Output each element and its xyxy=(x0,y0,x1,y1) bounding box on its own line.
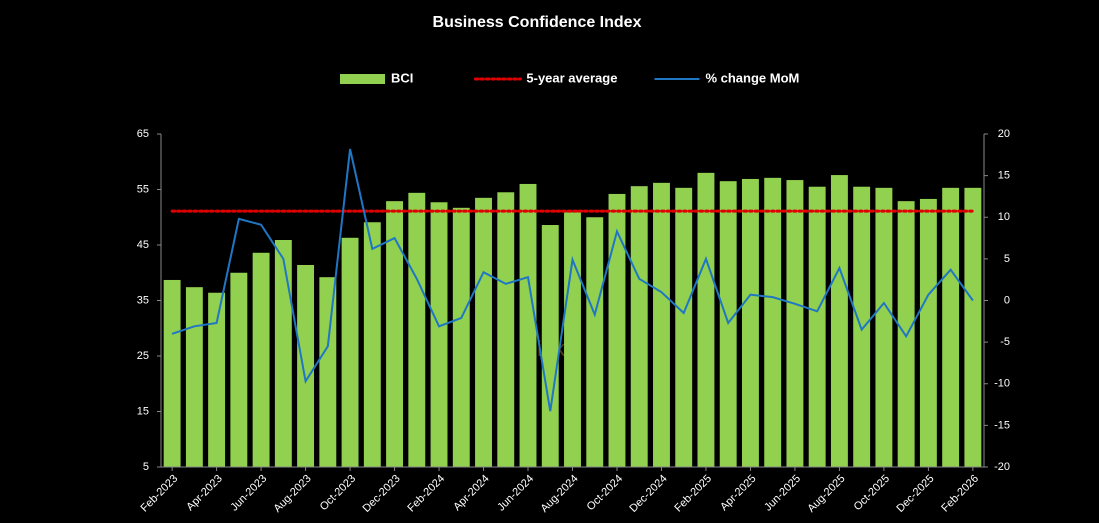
y-tick-label: 15 xyxy=(137,405,149,417)
bar xyxy=(541,225,559,467)
bar xyxy=(163,279,181,467)
bar xyxy=(630,186,648,468)
bar xyxy=(519,183,537,467)
bar xyxy=(274,240,292,467)
bar xyxy=(653,182,670,467)
bar xyxy=(252,252,270,467)
bar xyxy=(764,177,782,467)
legend-label: 5-year average xyxy=(526,70,617,85)
bar xyxy=(564,212,581,467)
y-tick-label: 5 xyxy=(143,461,149,473)
bar xyxy=(697,172,715,467)
bar xyxy=(430,202,448,467)
y-tick-label: 45 xyxy=(137,239,149,251)
bar xyxy=(808,186,826,467)
y2-tick-label: 10 xyxy=(998,211,1010,223)
bar xyxy=(875,187,893,467)
y2-tick-label: 5 xyxy=(1004,253,1010,265)
bar xyxy=(942,187,960,467)
y2-tick-label: 0 xyxy=(1004,294,1010,306)
legend-label: % change MoM xyxy=(705,70,799,85)
y2-tick-label: 15 xyxy=(998,170,1010,182)
bar xyxy=(297,264,315,467)
bar xyxy=(830,175,848,467)
bar xyxy=(919,198,937,467)
bar xyxy=(208,292,226,467)
bar xyxy=(608,193,626,467)
y2-tick-label: -5 xyxy=(1000,336,1010,348)
bar xyxy=(185,287,203,467)
legend-swatch xyxy=(340,74,385,84)
bar xyxy=(497,192,515,467)
bar xyxy=(786,180,804,467)
bar xyxy=(964,187,982,467)
y-tick-label: 65 xyxy=(137,128,149,140)
bar xyxy=(230,272,248,467)
bar xyxy=(897,201,915,467)
y-tick-label: 55 xyxy=(137,183,149,195)
bar xyxy=(452,207,470,467)
bar xyxy=(408,192,426,467)
legend-label: BCI xyxy=(391,70,413,85)
y-tick-label: 35 xyxy=(137,294,149,306)
bar xyxy=(586,217,604,467)
bar xyxy=(341,237,359,467)
bar xyxy=(475,197,492,467)
bar xyxy=(319,277,337,467)
y-tick-label: 25 xyxy=(137,350,149,362)
bar xyxy=(741,178,759,467)
chart-title: Business Confidence Index xyxy=(433,14,642,31)
bar xyxy=(363,222,381,467)
y2-tick-label: -10 xyxy=(994,378,1010,390)
y2-tick-label: 20 xyxy=(998,128,1010,140)
line xyxy=(171,148,974,412)
bar xyxy=(675,187,693,467)
y2-tick-label: -15 xyxy=(994,419,1010,431)
y2-tick-label: -20 xyxy=(994,461,1010,473)
bar xyxy=(386,201,404,467)
